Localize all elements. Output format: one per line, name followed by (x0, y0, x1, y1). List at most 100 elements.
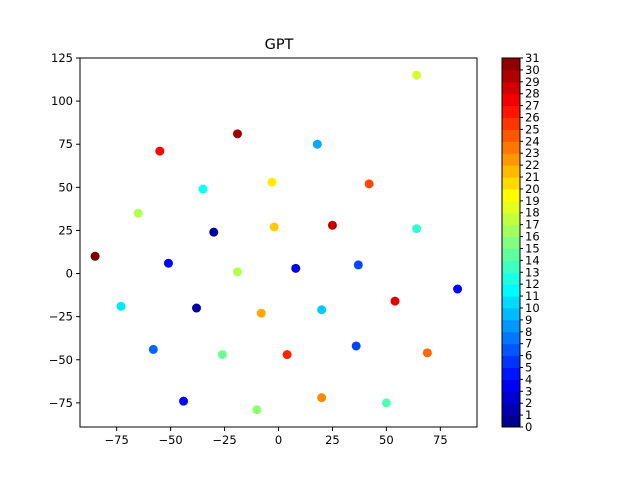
data-point (267, 177, 277, 187)
data-point (422, 348, 432, 358)
colorbar-tick-label: 6 (525, 349, 532, 363)
y-tick-label: −50 (49, 353, 73, 367)
x-tick-label: 50 (379, 433, 394, 447)
colorbar-tick-label: 25 (525, 122, 540, 136)
data-point (252, 405, 262, 415)
y-tick-label: −75 (49, 396, 73, 410)
colorbar-tick-label: 28 (525, 87, 540, 101)
colorbar-segment (502, 319, 520, 333)
colorbar-tick-label: 14 (525, 253, 540, 267)
colorbar-segment (502, 296, 520, 309)
data-point (353, 260, 363, 270)
colorbar-segment (502, 177, 520, 190)
colorbar-segment (502, 284, 520, 297)
data-point (327, 220, 337, 230)
colorbar-segment (502, 93, 520, 107)
x-axis-ticks: −75 −50 −25 0 25 50 75 (105, 427, 448, 447)
data-point (155, 146, 165, 156)
scatter-points (90, 70, 463, 415)
data-point (233, 129, 243, 139)
data-point (317, 305, 327, 315)
colorbar-segment (502, 212, 520, 226)
colorbar-segment (502, 367, 520, 380)
colorbar-segment (502, 153, 520, 166)
data-point (412, 224, 422, 234)
x-tick-label: 0 (275, 433, 282, 447)
colorbar-tick-label: 12 (525, 277, 540, 291)
colorbar-segment (502, 343, 520, 357)
data-point (209, 227, 219, 237)
colorbar-segment (502, 58, 520, 71)
data-point (217, 350, 227, 360)
colorbar-tick-label: 31 (525, 51, 540, 65)
data-point (90, 251, 100, 261)
data-point (364, 179, 374, 189)
colorbar-segment (502, 165, 520, 178)
data-point (116, 301, 126, 311)
colorbar-segment (502, 200, 520, 214)
colorbar-tick-label: 9 (525, 313, 532, 327)
colorbar-tick-label: 19 (525, 194, 540, 208)
x-tick-label: −75 (105, 433, 129, 447)
colorbar-tick-label: 8 (525, 325, 532, 339)
colorbar-tick-label: 7 (525, 337, 532, 351)
colorbar-tick-label: 20 (525, 182, 540, 196)
colorbar-segment (502, 415, 520, 428)
colorbar-segment (502, 307, 520, 321)
y-axis-ticks: −75 −50 −25 0 25 50 75 100 125 (49, 51, 80, 410)
colorbar-tick-label: 21 (525, 170, 540, 184)
plot-frame (79, 57, 478, 428)
data-point (312, 139, 322, 149)
colorbar-segment (502, 236, 520, 249)
colorbar-tick-label: 0 (525, 420, 532, 434)
y-tick-label: 75 (58, 137, 73, 151)
y-tick-label: 50 (58, 180, 73, 194)
y-tick-label: 0 (66, 267, 73, 281)
data-point (269, 222, 279, 232)
x-tick-label: 75 (433, 433, 448, 447)
data-point (233, 267, 243, 277)
data-point (381, 398, 391, 408)
colorbar-segment (502, 188, 520, 202)
colorbar-tick-label: 18 (525, 206, 540, 220)
y-tick-label: 25 (58, 223, 73, 237)
data-point (148, 344, 158, 354)
data-point (351, 341, 361, 351)
data-point (256, 308, 266, 318)
colorbar-tick-label: 22 (525, 158, 540, 172)
colorbar-segment (502, 391, 520, 404)
data-point (133, 208, 143, 218)
colorbar-segment (502, 355, 520, 368)
colorbar-frame (501, 57, 521, 428)
colorbar-segment (502, 129, 520, 142)
colorbar-tick-label: 13 (525, 265, 540, 279)
colorbar-segment (502, 331, 520, 345)
colorbar-segment (502, 272, 520, 285)
colorbar-segment (502, 403, 520, 416)
data-point (282, 350, 292, 360)
colorbar-segment (502, 224, 520, 238)
colorbar-tick-label: 29 (525, 75, 540, 89)
colorbar-tick-label: 26 (525, 111, 540, 125)
data-point (453, 284, 463, 294)
colorbar-tick-label: 24 (525, 134, 540, 148)
colorbar-tick-label: 27 (525, 99, 540, 113)
y-tick-label: −25 (49, 310, 73, 324)
x-tick-label: 25 (325, 433, 340, 447)
data-point (179, 396, 189, 406)
data-point (163, 258, 173, 268)
colorbar-segment (502, 141, 520, 154)
colorbar-segment (502, 117, 520, 130)
y-tick-label: 100 (51, 94, 73, 108)
colorbar-tick-label: 30 (525, 63, 540, 77)
data-point (291, 263, 301, 273)
colorbar-segment (502, 81, 520, 95)
x-tick-label: −50 (158, 433, 182, 447)
colorbar-tick-label: 11 (525, 289, 540, 303)
data-point (192, 303, 202, 313)
colorbar-tick-label: 2 (525, 396, 532, 410)
colorbar-segment (502, 260, 520, 273)
colorbar-tick-label: 5 (525, 360, 532, 374)
chart-title: GPT (265, 37, 294, 53)
